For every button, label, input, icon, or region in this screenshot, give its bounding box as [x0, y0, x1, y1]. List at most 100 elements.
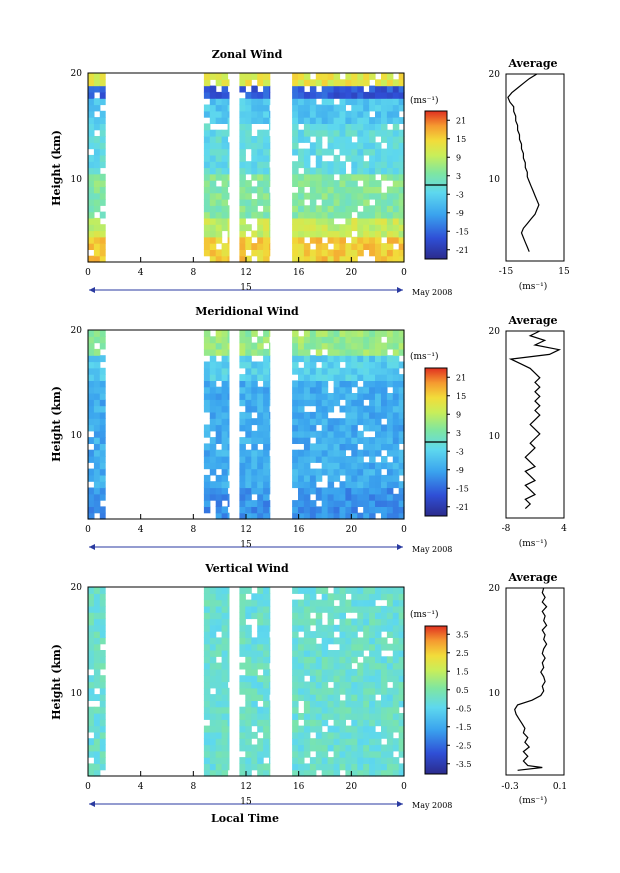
heatmap-cell — [245, 700, 252, 708]
heatmap-cell — [257, 493, 264, 501]
heatmap-cell — [257, 500, 264, 507]
heatmap-cell — [386, 243, 394, 250]
heatmap-cell — [298, 675, 305, 683]
heatmap-cell — [327, 668, 335, 676]
heatmap-cell — [263, 79, 270, 87]
heatmap-cell — [298, 599, 305, 607]
heatmap-cell — [227, 142, 230, 150]
heatmap-cell — [315, 330, 323, 337]
heatmap-cell — [203, 587, 211, 594]
heatmap-cell — [309, 687, 317, 695]
heatmap-cell — [375, 605, 382, 613]
heatmap-cell — [298, 468, 305, 476]
heatmap-cell — [381, 474, 388, 482]
heatmap-cell — [269, 725, 271, 733]
heatmap-cell — [263, 599, 270, 607]
heatmap-cell — [345, 624, 352, 632]
heatmap-cell — [381, 211, 388, 219]
heatmap-cell — [88, 142, 95, 150]
heatmap-cell — [392, 725, 400, 733]
heatmap-cell — [363, 725, 370, 733]
heatmap-cell — [292, 468, 299, 476]
panel-title: Zonal Wind — [212, 48, 283, 61]
heatmap-cell — [99, 154, 106, 162]
heatmap-cell — [381, 230, 388, 238]
heatmap-cell — [309, 393, 317, 400]
heatmap-cell — [251, 462, 258, 470]
heatmap-cell — [315, 662, 323, 670]
heatmap-cell — [351, 605, 358, 613]
heatmap-cell — [239, 199, 246, 206]
heatmap-cell — [303, 481, 311, 489]
heatmap-cell — [227, 763, 230, 771]
heatmap-cell — [386, 380, 394, 388]
heatmap-cell — [239, 462, 246, 470]
heatmap-cell — [381, 719, 388, 727]
heatmap-cell — [99, 456, 106, 463]
heatmap-cell — [303, 180, 311, 187]
heatmap-cell — [292, 367, 299, 375]
heatmap-cell — [398, 230, 405, 238]
heatmap-cell — [357, 681, 364, 689]
heatmap-cell — [303, 744, 311, 752]
heatmap-cell — [398, 399, 405, 407]
heatmap-cell — [292, 656, 299, 664]
heatmap-cell — [215, 694, 223, 701]
heatmap-cell — [315, 211, 323, 219]
heatmap-cell — [392, 199, 400, 206]
heatmap-cell — [381, 612, 388, 620]
heatmap-cell — [392, 738, 400, 746]
heatmap-cell — [333, 713, 341, 720]
heatmap-cell — [93, 123, 101, 131]
heatmap-cell — [269, 154, 271, 162]
heatmap-cell — [309, 386, 317, 394]
heatmap-cell — [327, 330, 335, 337]
x-tick-label: 20 — [346, 782, 358, 792]
heatmap-cell — [309, 443, 317, 451]
heatmap-cell — [269, 443, 271, 451]
heatmap-cell — [381, 399, 388, 407]
heatmap-cell — [321, 199, 329, 206]
heatmap-cell — [398, 612, 405, 620]
heatmap-cell — [292, 330, 299, 337]
heatmap-cell — [257, 725, 264, 733]
heatmap-cell — [269, 73, 271, 80]
heatmap-cell — [257, 348, 264, 356]
heatmap-cell — [333, 443, 341, 451]
heatmap-cell — [398, 249, 405, 257]
heatmap-cell — [398, 605, 405, 613]
heatmap-cell — [203, 744, 211, 752]
heatmap-cell — [203, 687, 211, 695]
heatmap-cell — [381, 713, 388, 720]
heatmap-cell — [239, 85, 246, 93]
heatmap-cell — [398, 656, 405, 664]
heatmap-cell — [227, 662, 230, 670]
heatmap-cell — [321, 637, 329, 645]
heatmap-cell — [93, 713, 101, 720]
heatmap-cell — [221, 73, 229, 80]
heatmap-cell — [99, 224, 106, 232]
heatmap-cell — [345, 599, 352, 607]
heatmap-cell — [99, 605, 106, 613]
heatmap-cell — [327, 618, 335, 626]
heatmap-cell — [381, 706, 388, 714]
heatmap-cell — [221, 405, 229, 413]
heatmap-cell — [292, 750, 299, 758]
heatmap-cell — [88, 355, 95, 363]
heatmap-cell — [375, 769, 382, 777]
heatmap-cell — [315, 512, 323, 520]
heatmap-cell — [363, 643, 370, 651]
heatmap-cell — [351, 593, 358, 601]
heatmap-cell — [257, 512, 264, 520]
heatmap-cell — [251, 386, 258, 394]
heatmap-cell — [227, 380, 230, 388]
heatmap-cell — [386, 750, 394, 758]
heatmap-cell — [88, 330, 95, 337]
heatmap-cell — [93, 230, 101, 238]
heatmap-cell — [339, 117, 346, 124]
heatmap-cell — [339, 443, 346, 451]
heatmap-cell — [369, 336, 376, 344]
colorbar-tick-label: -1.5 — [456, 723, 471, 732]
heatmap-cell — [292, 411, 299, 419]
heatmap-cell — [215, 367, 223, 375]
